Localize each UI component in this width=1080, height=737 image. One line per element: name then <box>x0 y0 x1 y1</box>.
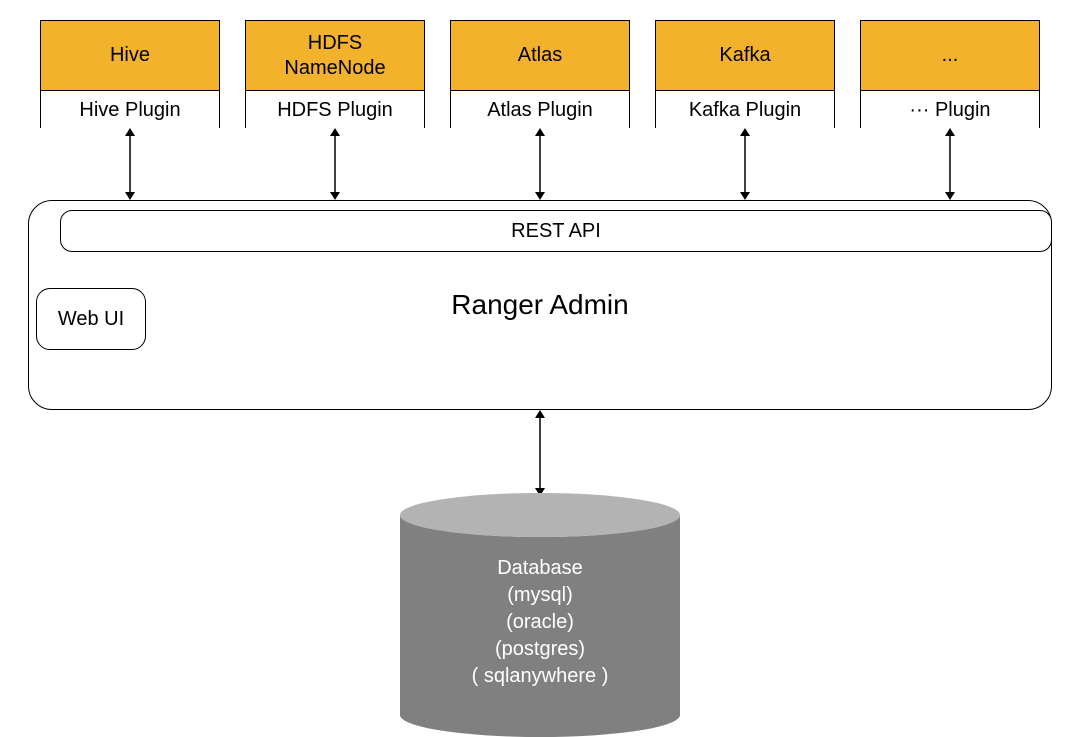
database-line: ( sqlanywhere ) <box>400 663 680 690</box>
service-box-hive: HiveHive Plugin <box>40 20 220 128</box>
service-plugin-more: ··· Plugin <box>861 91 1039 129</box>
service-header-hdfs: HDFS NameNode <box>246 21 424 91</box>
rest-api-box: REST API <box>60 210 1052 252</box>
service-header-hive: Hive <box>41 21 219 91</box>
service-header-kafka: Kafka <box>656 21 834 91</box>
database-line: (oracle) <box>400 609 680 636</box>
ranger-admin-title: Ranger Admin <box>28 289 1052 321</box>
service-box-more: ...··· Plugin <box>860 20 1040 128</box>
service-box-kafka: KafkaKafka Plugin <box>655 20 835 128</box>
database-text: Database(mysql)(oracle)(postgres)( sqlan… <box>400 555 680 690</box>
service-plugin-hive: Hive Plugin <box>41 91 219 129</box>
service-header-atlas: Atlas <box>451 21 629 91</box>
database-line: (mysql) <box>400 582 680 609</box>
service-plugin-atlas: Atlas Plugin <box>451 91 629 129</box>
service-box-atlas: AtlasAtlas Plugin <box>450 20 630 128</box>
service-header-more: ... <box>861 21 1039 91</box>
service-box-hdfs: HDFS NameNodeHDFS Plugin <box>245 20 425 128</box>
service-plugin-kafka: Kafka Plugin <box>656 91 834 129</box>
database-line: Database <box>400 555 680 582</box>
database-line: (postgres) <box>400 636 680 663</box>
service-plugin-hdfs: HDFS Plugin <box>246 91 424 129</box>
